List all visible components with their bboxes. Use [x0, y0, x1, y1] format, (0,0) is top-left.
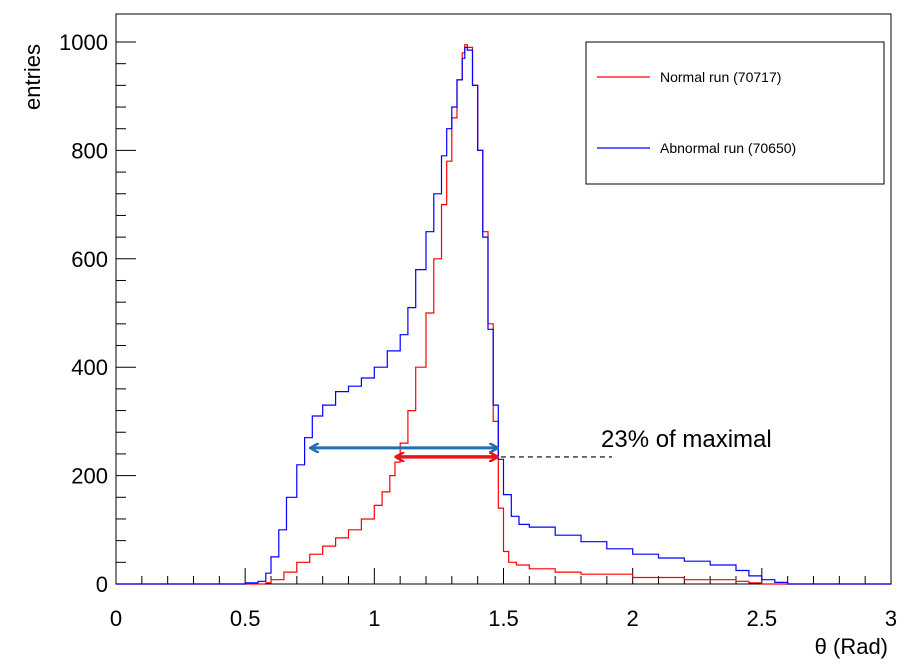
- annotation-text: 23% of maximal: [601, 426, 772, 453]
- axis-ticks: [115, 41, 892, 585]
- x-tick-label: 0.5: [230, 606, 261, 631]
- legend: Normal run (70717) Abnormal run (70650): [585, 41, 885, 185]
- x-axis-label: θ (Rad): [815, 634, 888, 659]
- x-tick-label: 0: [110, 606, 122, 631]
- y-tick-label: 400: [71, 355, 108, 380]
- y-tick-label: 0: [96, 572, 108, 597]
- x-tick-label: 2.5: [747, 606, 778, 631]
- series-group: [116, 44, 891, 585]
- legend-label-normal: Normal run (70717): [660, 69, 781, 85]
- x-tick-label: 3: [885, 606, 897, 631]
- legend-label-abnormal: Abnormal run (70650): [660, 140, 796, 156]
- y-tick-label: 600: [71, 247, 108, 272]
- y-tick-label: 1000: [59, 30, 108, 55]
- tick-labels: 0 0.5 1 1.5 2 2.5 3 0 200 400 600 800 1000: [59, 30, 897, 631]
- legend-box: [585, 41, 885, 185]
- x-tick-label: 1.5: [488, 606, 519, 631]
- y-tick-label: 200: [71, 464, 108, 489]
- x-tick-label: 1: [368, 606, 380, 631]
- annotation-arrows: [311, 448, 612, 457]
- series-line-abnormal: [116, 46, 891, 585]
- y-tick-label: 800: [71, 138, 108, 163]
- x-tick-label: 2: [627, 606, 639, 631]
- y-axis-label: entries: [20, 44, 45, 110]
